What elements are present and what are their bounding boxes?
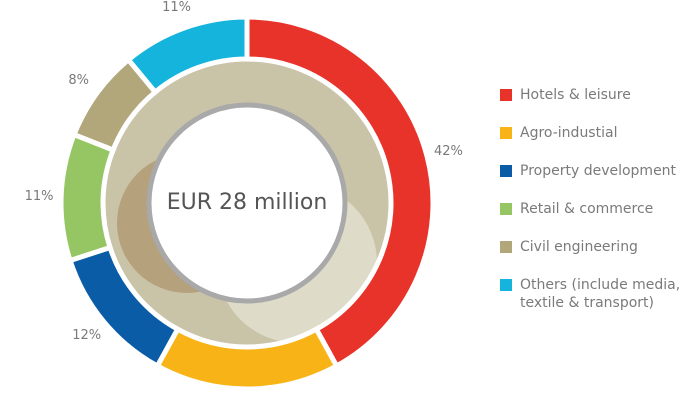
- legend: Hotels & leisure Agro-industial Property d…: [500, 86, 692, 332]
- legend-swatch: [500, 203, 512, 215]
- legend-item: Others (include media, textile & transpo…: [500, 276, 692, 312]
- center-label: EUR 28 million: [167, 190, 328, 215]
- legend-label: Civil engineering: [520, 239, 638, 255]
- legend-item: Hotels & leisure: [500, 86, 692, 104]
- legend-item: Retail & commerce: [500, 200, 692, 218]
- data-label: 8%: [68, 73, 89, 88]
- legend-swatch: [500, 279, 512, 291]
- legend-label: Agro-industial: [520, 125, 618, 141]
- data-label: 11%: [25, 189, 54, 204]
- legend-swatch: [500, 127, 512, 139]
- inner-border: [146, 102, 348, 304]
- data-label: 42%: [434, 144, 463, 159]
- legend-item: Property development: [500, 162, 692, 180]
- data-label: 12%: [72, 328, 101, 343]
- legend-swatch: [500, 165, 512, 177]
- donut-segment: [58, 131, 117, 264]
- donut-segment: [244, 14, 436, 370]
- data-label: 11%: [162, 0, 191, 15]
- legend-swatch: [500, 89, 512, 101]
- legend-label: Others (include media, textile & transpo…: [520, 277, 681, 311]
- legend-label: Property development: [520, 163, 677, 179]
- legend-item: Agro-industial: [500, 124, 692, 142]
- legend-swatch: [500, 241, 512, 253]
- legend-item: Civil engineering: [500, 238, 692, 256]
- legend-label: Hotels & leisure: [520, 87, 631, 103]
- legend-label: Retail & commerce: [520, 201, 654, 217]
- donut-segment: [124, 14, 250, 96]
